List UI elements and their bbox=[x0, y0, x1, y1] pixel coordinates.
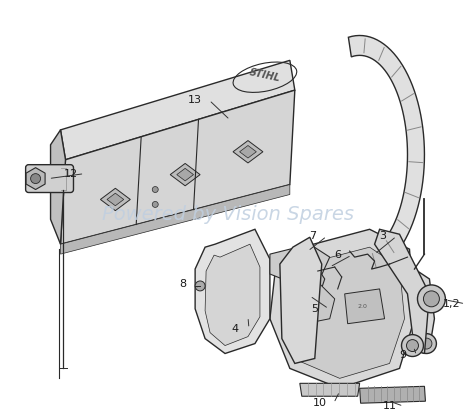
Polygon shape bbox=[61, 90, 295, 244]
Circle shape bbox=[420, 292, 433, 305]
Polygon shape bbox=[177, 169, 193, 181]
Text: 6: 6 bbox=[334, 250, 341, 260]
Polygon shape bbox=[233, 140, 263, 163]
Polygon shape bbox=[345, 289, 384, 324]
Polygon shape bbox=[26, 168, 45, 190]
Polygon shape bbox=[100, 188, 130, 211]
Circle shape bbox=[423, 291, 439, 307]
Text: 12: 12 bbox=[64, 169, 78, 179]
Polygon shape bbox=[285, 247, 404, 378]
Text: 9: 9 bbox=[399, 351, 406, 361]
Polygon shape bbox=[374, 229, 429, 354]
Circle shape bbox=[417, 334, 437, 354]
Circle shape bbox=[418, 285, 446, 313]
Polygon shape bbox=[410, 269, 434, 354]
Circle shape bbox=[301, 254, 308, 261]
Text: 10: 10 bbox=[313, 398, 327, 408]
Circle shape bbox=[407, 339, 419, 351]
Text: 7: 7 bbox=[309, 231, 316, 241]
Polygon shape bbox=[270, 244, 330, 284]
Polygon shape bbox=[285, 264, 325, 299]
Polygon shape bbox=[170, 164, 200, 186]
Polygon shape bbox=[280, 237, 322, 363]
Polygon shape bbox=[61, 60, 295, 160]
Text: 11: 11 bbox=[383, 401, 397, 411]
Text: 8: 8 bbox=[180, 279, 187, 289]
Polygon shape bbox=[195, 229, 270, 354]
Polygon shape bbox=[270, 229, 414, 388]
Polygon shape bbox=[290, 284, 335, 324]
Circle shape bbox=[401, 335, 423, 356]
Text: 3: 3 bbox=[379, 231, 386, 241]
Circle shape bbox=[421, 338, 432, 349]
Polygon shape bbox=[51, 130, 65, 244]
Polygon shape bbox=[107, 193, 124, 206]
Circle shape bbox=[152, 202, 158, 207]
Text: Powered by Vision Spares: Powered by Vision Spares bbox=[101, 204, 354, 223]
Text: 4: 4 bbox=[231, 324, 238, 334]
Circle shape bbox=[195, 281, 205, 291]
Circle shape bbox=[152, 187, 158, 192]
Text: 2.0: 2.0 bbox=[358, 304, 367, 309]
Polygon shape bbox=[239, 145, 256, 158]
Polygon shape bbox=[300, 383, 360, 396]
Text: 13: 13 bbox=[188, 95, 202, 105]
Polygon shape bbox=[205, 244, 260, 346]
Circle shape bbox=[298, 250, 312, 264]
Text: 1,2: 1,2 bbox=[443, 299, 460, 309]
Text: 5: 5 bbox=[311, 304, 318, 314]
FancyBboxPatch shape bbox=[26, 165, 73, 192]
Polygon shape bbox=[348, 36, 424, 274]
Circle shape bbox=[414, 287, 438, 311]
Circle shape bbox=[31, 173, 41, 183]
Text: STIHL: STIHL bbox=[248, 67, 282, 83]
Polygon shape bbox=[360, 386, 426, 403]
Polygon shape bbox=[61, 185, 290, 254]
